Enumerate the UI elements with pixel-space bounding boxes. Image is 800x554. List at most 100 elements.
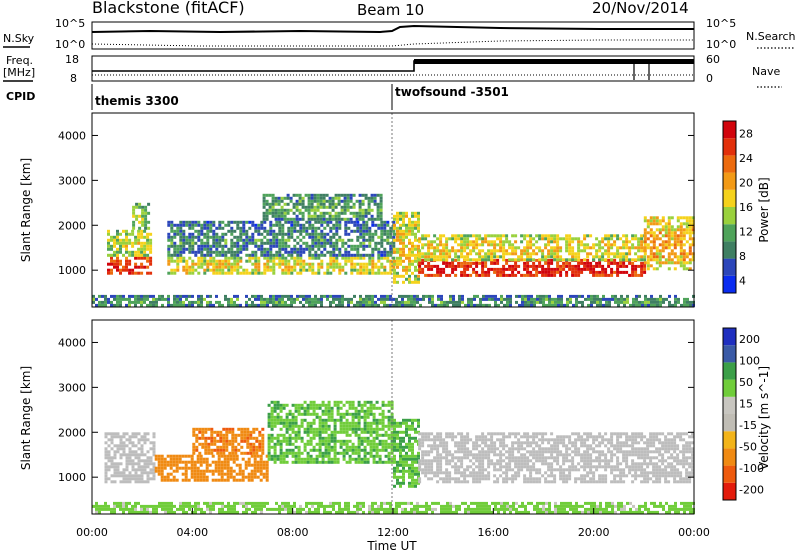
data-cell-power-cells-10 xyxy=(248,303,251,307)
data-cell-velocity-cells-5 xyxy=(457,459,461,463)
data-cell-power-cells-4 xyxy=(329,250,333,254)
data-cell-power-cells-4 xyxy=(278,229,282,233)
data-cell-power-cells-7 xyxy=(466,273,470,277)
data-cell-velocity-cells-5 xyxy=(478,462,482,466)
data-cell-velocity-cells-0 xyxy=(131,444,135,448)
data-cell-power-cells-7 xyxy=(532,267,536,271)
data-cell-power-cells-7 xyxy=(592,270,596,274)
colorbar-swatch-0 xyxy=(723,275,736,293)
data-cell-power-cells-6 xyxy=(402,235,405,239)
data-cell-power-cells-3 xyxy=(197,259,201,263)
data-cell-power-cells-6 xyxy=(402,241,405,245)
data-cell-power-cells-10 xyxy=(683,297,686,301)
data-cell-power-cells-10 xyxy=(626,300,629,304)
data-cell-velocity-cells-5 xyxy=(514,447,518,451)
data-cell-velocity-cells-3 xyxy=(297,412,301,416)
data-cell-power-cells-5 xyxy=(310,214,314,218)
data-cell-power-cells-10 xyxy=(308,297,311,301)
data-cell-power-cells-9 xyxy=(661,240,665,244)
data-cell-power-cells-10 xyxy=(338,294,341,298)
data-cell-power-cells-4 xyxy=(182,238,186,242)
data-cell-velocity-cells-5 xyxy=(517,471,521,475)
data-cell-velocity-cells-5 xyxy=(421,471,425,475)
data-cell-velocity-cells-3 xyxy=(372,406,376,410)
data-cell-power-cells-10 xyxy=(560,300,563,304)
data-cell-power-cells-10 xyxy=(326,294,329,298)
data-cell-power-cells-9 xyxy=(643,237,647,241)
data-cell-velocity-cells-3 xyxy=(288,442,292,446)
data-cell-velocity-cells-3 xyxy=(315,460,319,464)
data-cell-velocity-cells-0 xyxy=(110,447,114,451)
data-cell-power-cells-3 xyxy=(173,259,177,263)
data-cell-velocity-cells-3 xyxy=(363,400,367,404)
data-cell-power-cells-9 xyxy=(676,261,680,265)
data-cell-power-cells-3 xyxy=(170,268,174,272)
data-cell-power-cells-4 xyxy=(230,247,234,251)
data-cell-power-cells-3 xyxy=(203,259,207,263)
data-cell-power-cells-4 xyxy=(371,232,375,236)
data-cell-power-cells-8 xyxy=(511,234,515,238)
data-cell-velocity-cells-3 xyxy=(285,430,289,434)
data-cell-velocity-cells-3 xyxy=(273,448,277,452)
data-cell-power-cells-5 xyxy=(316,193,320,197)
data-cell-power-cells-8 xyxy=(424,237,428,241)
data-cell-power-cells-1 xyxy=(116,250,119,254)
data-cell-power-cells-8 xyxy=(550,246,554,250)
data-cell-velocity-cells-3 xyxy=(351,427,355,431)
data-cell-power-cells-0 xyxy=(110,256,113,260)
data-cell-power-cells-4 xyxy=(278,223,282,227)
data-cell-power-cells-10 xyxy=(155,303,158,307)
data-cell-power-cells-5 xyxy=(289,196,293,200)
data-cell-power-cells-3 xyxy=(266,256,270,260)
data-cell-power-cells-8 xyxy=(472,240,476,244)
data-cell-power-cells-4 xyxy=(335,247,339,251)
data-cell-velocity-cells-4 xyxy=(399,436,402,440)
data-cell-velocity-cells-3 xyxy=(384,439,388,443)
data-cell-power-cells-10 xyxy=(128,300,131,304)
data-cell-power-cells-10 xyxy=(545,303,548,307)
data-cell-velocity-cells-5 xyxy=(451,435,455,439)
data-cell-power-cells-10 xyxy=(197,297,200,301)
data-cell-power-cells-3 xyxy=(299,256,303,260)
data-cell-velocity-cells-3 xyxy=(285,436,289,440)
data-cell-velocity-cells-5 xyxy=(448,435,452,439)
data-cell-power-cells-5 xyxy=(277,214,281,218)
data-cell-velocity-cells-3 xyxy=(273,436,277,440)
data-cell-power-cells-9 xyxy=(646,267,650,271)
data-cell-power-cells-3 xyxy=(377,259,381,263)
data-cell-power-cells-5 xyxy=(301,217,305,221)
data-cell-power-cells-3 xyxy=(335,259,339,263)
data-cell-velocity-cells-3 xyxy=(297,403,301,407)
data-cell-power-cells-7 xyxy=(586,261,590,265)
data-cell-power-cells-4 xyxy=(242,232,246,236)
data-cell-velocity-cells-3 xyxy=(312,409,316,413)
data-cell-power-cells-10 xyxy=(554,297,557,301)
data-cell-power-cells-7 xyxy=(628,261,632,265)
data-cell-power-cells-10 xyxy=(599,297,602,301)
data-cell-power-cells-4 xyxy=(272,244,276,248)
data-cell-velocity-cells-3 xyxy=(333,427,337,431)
data-cell-power-cells-10 xyxy=(404,300,407,304)
data-cell-power-cells-3 xyxy=(251,262,255,266)
data-cell-power-cells-5 xyxy=(367,205,371,209)
data-cell-velocity-cells-2 xyxy=(240,430,244,434)
data-cell-velocity-cells-3 xyxy=(309,460,313,464)
data-cell-power-cells-4 xyxy=(221,220,225,224)
data-cell-power-cells-5 xyxy=(265,202,269,206)
data-cell-power-cells-4 xyxy=(263,253,267,257)
data-cell-velocity-cells-3 xyxy=(372,415,376,419)
data-cell-power-cells-3 xyxy=(293,265,297,269)
data-cell-power-cells-10 xyxy=(152,297,155,301)
data-cell-power-cells-4 xyxy=(281,232,285,236)
data-cell-velocity-cells-3 xyxy=(294,439,298,443)
data-cell-velocity-cells-5 xyxy=(499,441,503,445)
data-cell-power-cells-5 xyxy=(313,214,317,218)
data-cell-power-cells-10 xyxy=(251,294,254,298)
data-cell-power-cells-3 xyxy=(179,256,183,260)
data-cell-velocity-cells-3 xyxy=(321,460,325,464)
data-cell-velocity-cells-1 xyxy=(160,475,164,479)
data-cell-velocity-cells-3 xyxy=(282,421,286,425)
data-cell-velocity-cells-3 xyxy=(390,433,394,437)
data-cell-power-cells-9 xyxy=(679,255,683,259)
data-cell-power-cells-10 xyxy=(224,297,227,301)
